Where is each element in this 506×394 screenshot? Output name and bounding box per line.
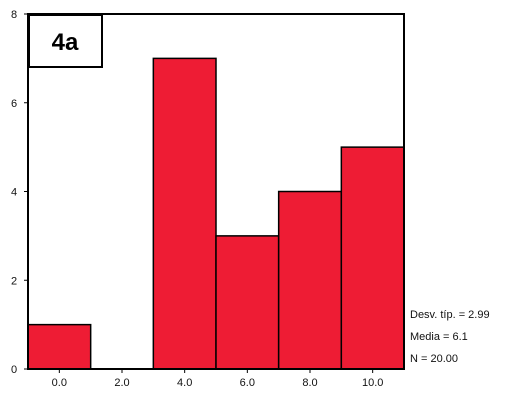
stat-n: N = 20.00 <box>410 353 458 365</box>
x-tick-label: 10.0 <box>362 377 383 389</box>
x-tick-label: 4.0 <box>177 377 192 389</box>
bars-group <box>27 57 405 370</box>
bar-10.0 <box>340 146 405 370</box>
stats-legend: Desv. típ. = 2.99 Media = 6.1 N = 20.00 <box>410 309 490 365</box>
stat-mean: Media = 6.1 <box>410 331 468 343</box>
panel-label-box: 4a <box>28 14 103 68</box>
x-tick-label: 2.0 <box>114 377 129 389</box>
x-axis: 0.0 2.0 4.0 6.0 8.0 10.0 <box>52 369 383 389</box>
x-tick-label: 8.0 <box>302 377 317 389</box>
x-tick-label: 0.0 <box>52 377 67 389</box>
y-tick-label: 8 <box>11 9 17 21</box>
y-tick-label: 0 <box>11 364 17 376</box>
panel-label: 4a <box>52 29 79 56</box>
y-axis: 0 2 4 6 8 <box>11 9 28 376</box>
stat-std-dev: Desv. típ. = 2.99 <box>410 309 490 321</box>
y-tick-label: 4 <box>11 187 17 199</box>
y-tick-label: 2 <box>11 275 17 287</box>
bar-8.0 <box>277 190 343 370</box>
x-tick-label: 6.0 <box>240 377 255 389</box>
bar-4.0 <box>152 57 217 370</box>
y-tick-label: 6 <box>11 98 17 110</box>
bar-6.0 <box>215 235 280 370</box>
bar-0.0 <box>27 323 92 370</box>
